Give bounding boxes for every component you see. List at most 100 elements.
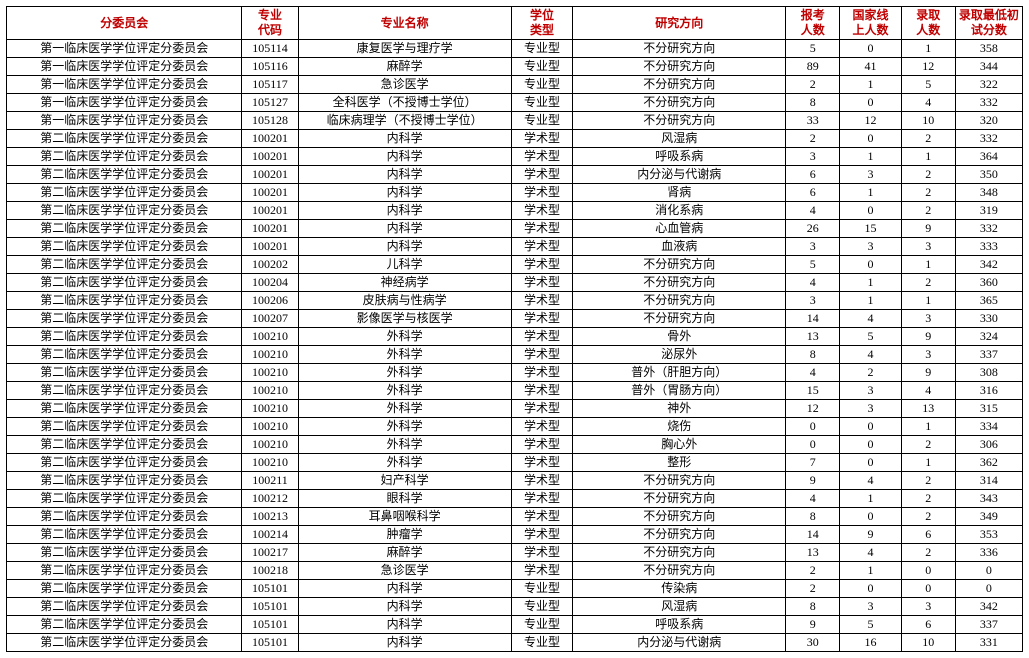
- cell: 10: [901, 634, 955, 652]
- cell: 5: [840, 616, 902, 634]
- cell: 5: [840, 328, 902, 346]
- table-body: 第一临床医学学位评定分委员会105114康复医学与理疗学专业型不分研究方向501…: [7, 40, 1023, 652]
- cell: 4: [901, 94, 955, 112]
- table-row: 第二临床医学学位评定分委员会100201内科学学术型消化系病402319: [7, 202, 1023, 220]
- cell: 4: [840, 472, 902, 490]
- cell: 0: [840, 454, 902, 472]
- cell: 内科学: [298, 220, 511, 238]
- cell: 第二临床医学学位评定分委员会: [7, 184, 242, 202]
- cell: 学术型: [511, 220, 573, 238]
- cell: 学术型: [511, 382, 573, 400]
- cell: 3: [786, 238, 840, 256]
- cell: 2: [786, 562, 840, 580]
- table-header: 分委员会专业代码专业名称学位类型研究方向报考人数国家线上人数录取人数录取最低初试…: [7, 7, 1023, 40]
- table-row: 第一临床医学学位评定分委员会105117急诊医学专业型不分研究方向215322: [7, 76, 1023, 94]
- cell: 100212: [242, 490, 298, 508]
- cell: 3: [901, 238, 955, 256]
- cell: 360: [955, 274, 1022, 292]
- cell: 3: [901, 346, 955, 364]
- col-header-5: 报考人数: [786, 7, 840, 40]
- table-row: 第二临床医学学位评定分委员会100210外科学学术型骨外1359324: [7, 328, 1023, 346]
- cell: 学术型: [511, 310, 573, 328]
- cell: 3: [786, 292, 840, 310]
- cell: 100210: [242, 346, 298, 364]
- cell: 神外: [573, 400, 786, 418]
- cell: 0: [840, 130, 902, 148]
- col-header-6: 国家线上人数: [840, 7, 902, 40]
- cell: 外科学: [298, 364, 511, 382]
- cell: 内科学: [298, 148, 511, 166]
- cell: 6: [901, 616, 955, 634]
- cell: 308: [955, 364, 1022, 382]
- cell: 呼吸系病: [573, 616, 786, 634]
- cell: 专业型: [511, 580, 573, 598]
- cell: 6: [786, 166, 840, 184]
- cell: 330: [955, 310, 1022, 328]
- cell: 4: [840, 544, 902, 562]
- cell: 100201: [242, 202, 298, 220]
- table-row: 第二临床医学学位评定分委员会100211妇产科学学术型不分研究方向942314: [7, 472, 1023, 490]
- cell: 全科医学（不授博士学位）: [298, 94, 511, 112]
- cell: 9: [786, 616, 840, 634]
- cell: 第二临床医学学位评定分委员会: [7, 274, 242, 292]
- cell: 第二临床医学学位评定分委员会: [7, 418, 242, 436]
- cell: 100211: [242, 472, 298, 490]
- cell: 324: [955, 328, 1022, 346]
- cell: 100201: [242, 184, 298, 202]
- table-row: 第二临床医学学位评定分委员会100201内科学学术型血液病333333: [7, 238, 1023, 256]
- cell: 2: [901, 436, 955, 454]
- cell: 第一临床医学学位评定分委员会: [7, 94, 242, 112]
- table-row: 第一临床医学学位评定分委员会105128临床病理学（不授博士学位）专业型不分研究…: [7, 112, 1023, 130]
- cell: 第二临床医学学位评定分委员会: [7, 436, 242, 454]
- cell: 第二临床医学学位评定分委员会: [7, 616, 242, 634]
- cell: 第一临床医学学位评定分委员会: [7, 76, 242, 94]
- cell: 2: [786, 580, 840, 598]
- cell: 烧伤: [573, 418, 786, 436]
- cell: 8: [786, 508, 840, 526]
- cell: 16: [840, 634, 902, 652]
- cell: 第二临床医学学位评定分委员会: [7, 580, 242, 598]
- cell: 100213: [242, 508, 298, 526]
- cell: 消化系病: [573, 202, 786, 220]
- cell: 105101: [242, 598, 298, 616]
- cell: 第二临床医学学位评定分委员会: [7, 454, 242, 472]
- cell: 100210: [242, 400, 298, 418]
- cell: 1: [901, 292, 955, 310]
- table-row: 第二临床医学学位评定分委员会100213耳鼻咽喉科学学术型不分研究方向80234…: [7, 508, 1023, 526]
- cell: 100210: [242, 364, 298, 382]
- cell: 整形: [573, 454, 786, 472]
- cell: 外科学: [298, 454, 511, 472]
- cell: 外科学: [298, 400, 511, 418]
- table-row: 第二临床医学学位评定分委员会100202儿科学学术型不分研究方向501342: [7, 256, 1023, 274]
- cell: 332: [955, 130, 1022, 148]
- table-row: 第二临床医学学位评定分委员会100210外科学学术型泌尿外843337: [7, 346, 1023, 364]
- cell: 专业型: [511, 112, 573, 130]
- cell: 1: [901, 256, 955, 274]
- cell: 专业型: [511, 634, 573, 652]
- cell: 334: [955, 418, 1022, 436]
- cell: 第二临床医学学位评定分委员会: [7, 526, 242, 544]
- table-row: 第二临床医学学位评定分委员会100201内科学学术型肾病612348: [7, 184, 1023, 202]
- cell: 9: [901, 220, 955, 238]
- cell: 内分泌与代谢病: [573, 166, 786, 184]
- cell: 4: [786, 274, 840, 292]
- cell: 普外（肝胆方向）: [573, 364, 786, 382]
- cell: 105127: [242, 94, 298, 112]
- cell: 1: [840, 148, 902, 166]
- cell: 内科学: [298, 184, 511, 202]
- cell: 337: [955, 346, 1022, 364]
- cell: 4: [901, 382, 955, 400]
- cell: 第二临床医学学位评定分委员会: [7, 346, 242, 364]
- cell: 7: [786, 454, 840, 472]
- cell: 胸心外: [573, 436, 786, 454]
- cell: 学术型: [511, 364, 573, 382]
- cell: 学术型: [511, 292, 573, 310]
- cell: 12: [901, 58, 955, 76]
- cell: 急诊医学: [298, 562, 511, 580]
- cell: 第二临床医学学位评定分委员会: [7, 400, 242, 418]
- cell: 41: [840, 58, 902, 76]
- cell: 365: [955, 292, 1022, 310]
- cell: 315: [955, 400, 1022, 418]
- cell: 不分研究方向: [573, 562, 786, 580]
- cell: 9: [901, 328, 955, 346]
